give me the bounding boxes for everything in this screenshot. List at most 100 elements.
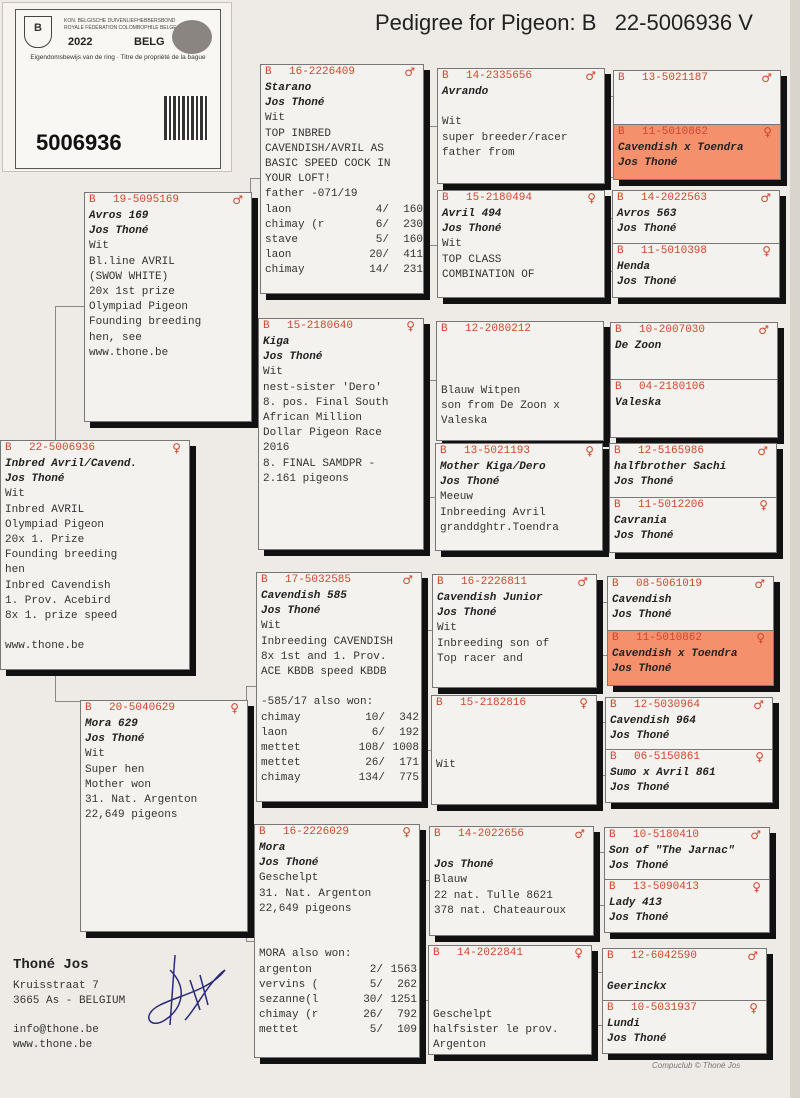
card-note: 2016: [263, 442, 290, 455]
card-note: Wit: [89, 240, 109, 253]
pigeon-card[interactable]: B 10-5180410 ♂ Son of "The Jarnac" Jos Thoné: [604, 827, 770, 881]
race-total: 262: [397, 978, 417, 991]
pigeon-name: Inbred Avril/Cavend.: [5, 458, 138, 470]
ring-number: 12-5165986: [638, 445, 705, 457]
pigeon-card[interactable]: B 11-5010862 ♀ Cavendish x Toendra Jos Thoné: [613, 124, 781, 180]
pigeon-card[interactable]: B 12-5165986 ♂ halfbrother Sachi Jos Thoné: [609, 443, 777, 499]
card-header: B 14-2022841 ♀: [429, 946, 591, 962]
signature: [148, 954, 226, 1026]
card-note: nest-sister 'Dero': [263, 381, 382, 394]
card-note: [437, 368, 603, 383]
pigeon-card[interactable]: B 15-2182816 ♀ Wit: [431, 695, 597, 805]
female-icon: ♀: [587, 191, 596, 205]
pigeon-card[interactable]: B 14-2022563 ♂ Avros 563 Jos Thoné: [612, 190, 780, 245]
card-note: Geschelpt: [433, 1008, 493, 1021]
card-note: Valeska: [441, 414, 488, 427]
pigeon-owner: Jos Thoné: [614, 476, 674, 489]
pigeon-name: Starano: [265, 82, 312, 94]
pigeon-card[interactable]: B 14-2335656 ♂ Avrando Wit super breeder/race…: [437, 68, 605, 184]
race-name: chimay: [261, 711, 301, 724]
card-header: B 10-5031937 ♀: [603, 1001, 766, 1017]
country-prefix: B: [263, 320, 270, 332]
pigeon-card[interactable]: B 15-2180494 ♀ Avril 494 Jos Thoné Wit TOP CLA…: [437, 190, 605, 298]
card-note: Wit: [5, 488, 25, 501]
card-note: CAVENDISH/AVRIL AS: [265, 142, 384, 155]
race-place: 2/: [369, 963, 383, 976]
country-prefix: B: [614, 499, 621, 511]
pigeon-card[interactable]: B 12-2080212 Blauw Witpen son from De Zoon …: [436, 321, 604, 441]
ring-ownership-label: B KON. BELGISCHE DUIVENLIEFHEBBERSBOND R…: [2, 2, 232, 172]
pigeon-card[interactable]: B 15-2180640 ♀ Kiga Jos Thoné Wit nest-sister …: [258, 318, 424, 550]
pigeon-card[interactable]: B 10-5031937 ♀ Lundi Jos Thoné: [602, 1000, 767, 1054]
card-note: Wit: [263, 366, 283, 379]
pigeon-card[interactable]: B 14-2022841 ♀ Geschelpt halfsister le prov.…: [428, 945, 592, 1055]
card-note: ACE KBDB speed KBDB: [261, 665, 387, 678]
card-note: Wit: [85, 748, 105, 761]
ring-number: 10-2007030: [639, 324, 706, 336]
pigeon-card[interactable]: B 10-2007030 ♂ De Zoon: [610, 322, 778, 381]
race-place: 5/: [375, 233, 389, 246]
male-icon: ♂: [585, 69, 596, 83]
card-note: Super hen: [85, 763, 145, 776]
race-name: laon: [261, 726, 288, 739]
country-prefix: B: [609, 829, 616, 841]
card-note: Wit: [261, 620, 281, 633]
card-note: super breeder/racer: [442, 131, 568, 144]
card-note: 2.161 pigeons: [263, 472, 349, 485]
race-total: 109: [397, 1024, 417, 1037]
pigeon-card[interactable]: B 16-2226409 ♂ Starano Jos Thoné Wit TOP INBRE…: [260, 64, 424, 294]
pigeon-card[interactable]: B 19-5095169 ♂ Avros 169 Jos Thoné Wit Bl.line…: [84, 192, 252, 422]
ring-number: 11-5010862: [642, 126, 709, 138]
race-name: vervins (: [259, 978, 319, 991]
race-total: 1008: [392, 741, 419, 754]
pigeon-card[interactable]: B 22-5006936 ♀ Inbred Avril/Cavend. Jos Thon…: [0, 440, 190, 670]
pigeon-card[interactable]: B 17-5032585 ♂ Cavendish 585 Jos Thoné Wit Inb…: [256, 572, 422, 802]
card-note: YOUR LOFT!: [265, 173, 332, 186]
card-header: B 10-5180410 ♂: [605, 828, 769, 844]
card-note: Dollar Pigeon Race: [263, 427, 382, 440]
pigeon-name: Cavendish: [612, 594, 672, 606]
race-place: 6/: [371, 726, 385, 739]
pigeon-card[interactable]: B 13-5021193 ♀ Mother Kiga/Dero Jos Thoné Mee…: [435, 443, 603, 551]
pigeon-name: [430, 843, 593, 858]
card-note: Mother won: [85, 778, 152, 791]
ring-country: BELG: [134, 36, 165, 48]
race-name: stave: [265, 233, 299, 246]
pigeon-owner: Jos Thoné: [614, 530, 674, 543]
card-header: B 12-2080212: [437, 322, 603, 338]
card-note: Blauw Witpen: [441, 384, 521, 397]
pigeon-card[interactable]: B 11-5010398 ♀ Henda Jos Thoné: [612, 243, 780, 298]
card-note: hen, see: [89, 331, 142, 344]
pigeon-name: Kiga: [263, 336, 290, 348]
breeder-name: Thoné Jos: [13, 957, 89, 973]
card-header: B 16-2226811 ♂: [433, 575, 596, 591]
card-header: B 13-5021187 ♂: [614, 71, 780, 87]
pigeon-card[interactable]: B 08-5061019 ♂ Cavendish Jos Thoné: [607, 576, 774, 632]
pigeon-card[interactable]: B 14-2022656 ♂ Jos Thoné Blauw 22 nat. Tulle …: [429, 826, 594, 936]
pigeon-card[interactable]: B 04-2180106 Valeska: [610, 379, 778, 438]
card-note: [1, 624, 189, 639]
pigeon-card[interactable]: B 11-5010862 ♀ Cavendish x Toendra Jos Thoné: [607, 630, 774, 686]
card-note: 1. Prov. Acebird: [5, 594, 111, 607]
result-row: laon 4/160: [261, 203, 423, 218]
female-icon: ♀: [752, 880, 761, 894]
pigeon-card[interactable]: B 20-5040629 ♀ Mora 629 Jos Thoné Wit Super he…: [80, 700, 248, 932]
page-edge: [790, 0, 800, 1098]
country-prefix: B: [607, 1002, 614, 1014]
pigeon-owner: Jos Thoné: [440, 476, 500, 489]
pigeon-name: Cavendish x Toendra: [618, 142, 744, 154]
result-row: laon 20/411: [261, 248, 423, 263]
pigeon-card[interactable]: B 12-6042590 ♂ Geerinckx: [602, 948, 767, 1002]
card-header: B 11-5010862 ♀: [614, 125, 780, 141]
pigeon-card[interactable]: B 06-5150861 ♀ Sumo x Avril 861 Jos Thoné: [605, 749, 773, 803]
male-icon: ♂: [758, 323, 769, 337]
country-prefix: B: [437, 576, 444, 588]
card-header: B 12-6042590 ♂: [603, 949, 766, 965]
pigeon-owner: Jos Thoné: [85, 733, 145, 746]
pigeon-card[interactable]: B 11-5012206 ♀ Cavrania Jos Thoné: [609, 497, 777, 553]
pigeon-card[interactable]: B 16-2226029 ♀ Mora Jos Thoné Geschelpt 31. Na…: [254, 824, 420, 1058]
pigeon-card[interactable]: B 12-5030964 ♂ Cavendish 964 Jos Thoné: [605, 697, 773, 751]
pigeon-card[interactable]: B 13-5090413 ♀ Lady 413 Jos Thoné: [604, 879, 770, 933]
pigeon-card[interactable]: B 13-5021187 ♂: [613, 70, 781, 126]
pigeon-card[interactable]: B 16-2226811 ♂ Cavendish Junior Jos Thoné Wit…: [432, 574, 597, 688]
